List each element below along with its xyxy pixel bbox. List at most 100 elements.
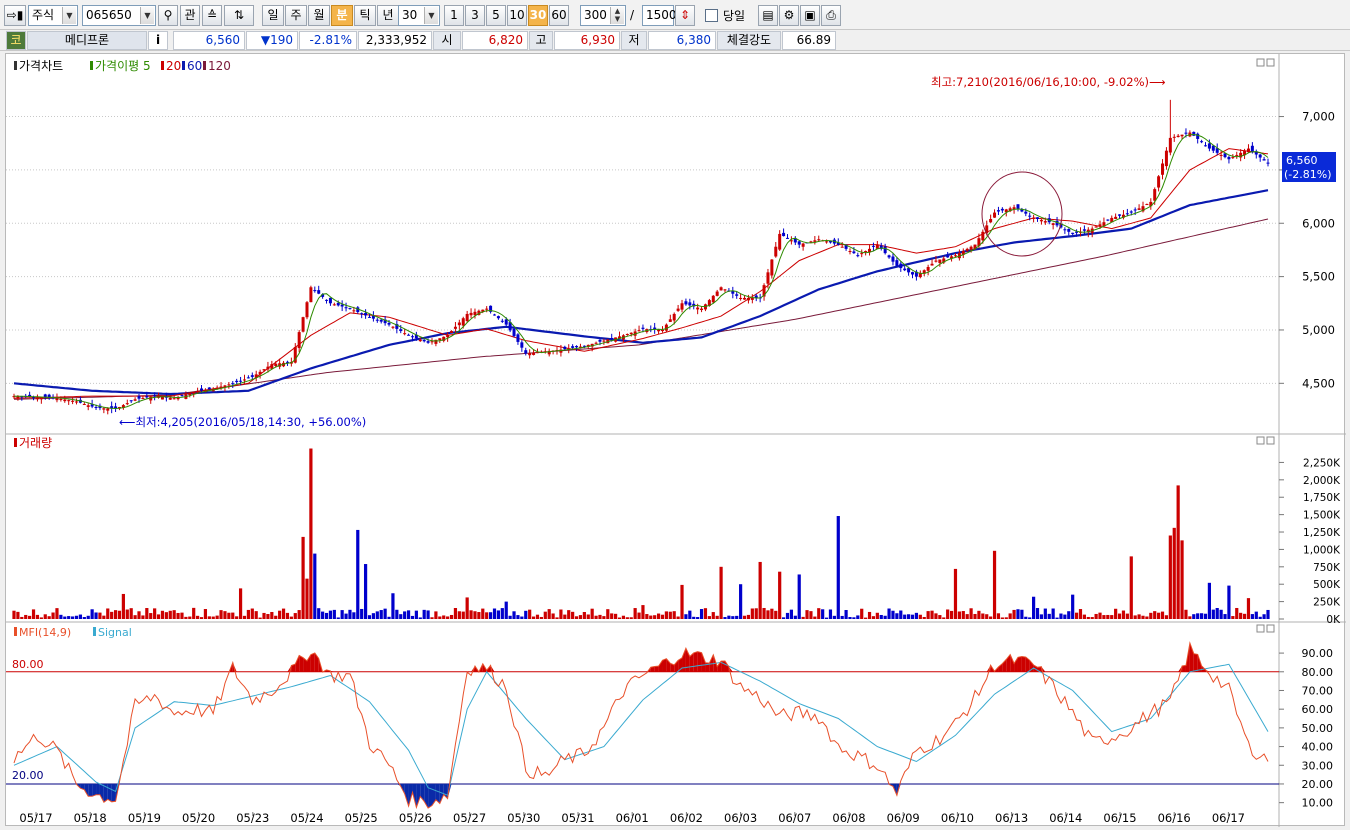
- volume-bar: [161, 611, 164, 619]
- volume-bar: [579, 615, 582, 619]
- candle: [649, 325, 652, 332]
- updown-stepper-icon[interactable]: ⇅: [224, 5, 254, 26]
- period-minute-button[interactable]: 분: [331, 5, 353, 26]
- candle-body: [317, 290, 320, 294]
- save-icon[interactable]: ▣: [800, 5, 820, 26]
- candle-body: [966, 249, 969, 251]
- maximize-icon[interactable]: [1257, 59, 1264, 66]
- candle-body: [946, 256, 949, 258]
- volume-bar: [970, 608, 973, 619]
- volume-bar: [966, 614, 969, 619]
- volume-bar: [673, 611, 676, 619]
- volume-bar: [16, 612, 19, 619]
- volume-bar: [669, 612, 672, 619]
- interval-30-button[interactable]: 30: [528, 5, 548, 26]
- candle: [1001, 207, 1004, 213]
- candle: [520, 340, 523, 352]
- candle-body: [368, 317, 371, 318]
- volume-bar: [442, 615, 445, 619]
- search-icon[interactable]: ⚲: [158, 5, 178, 26]
- candle: [782, 228, 785, 236]
- volume-bar: [290, 617, 293, 619]
- candle-body: [712, 296, 715, 303]
- interval-10-button[interactable]: 10: [507, 5, 527, 26]
- candle-body: [688, 302, 691, 305]
- chart-settings-icon[interactable]: ▤: [758, 5, 778, 26]
- close-icon[interactable]: [1267, 59, 1274, 66]
- chevron-down-icon[interactable]: ▼: [62, 7, 76, 24]
- market-select[interactable]: 주식 ▼: [28, 5, 78, 26]
- close-icon[interactable]: [1267, 437, 1274, 444]
- period-month-button[interactable]: 월: [308, 5, 330, 26]
- today-checkbox[interactable]: [705, 9, 718, 22]
- candle: [309, 286, 312, 303]
- candle-body: [235, 381, 238, 382]
- volume-bar: [1009, 613, 1012, 619]
- period-year-button[interactable]: 년: [377, 5, 399, 26]
- volume-bar: [782, 617, 785, 619]
- candle-body: [274, 364, 277, 366]
- interval-1-button[interactable]: 1: [444, 5, 464, 26]
- candle-body: [1099, 224, 1102, 226]
- candle-body: [899, 264, 902, 268]
- candle: [255, 371, 258, 382]
- volume-bar: [1165, 615, 1168, 619]
- volume-bar: [157, 614, 160, 619]
- candle: [1259, 154, 1262, 162]
- interval-3-button[interactable]: 3: [465, 5, 485, 26]
- volume-bar: [122, 594, 125, 619]
- candle: [1192, 131, 1195, 136]
- info-button[interactable]: i: [148, 31, 168, 50]
- candle: [1247, 144, 1250, 153]
- candle-body: [169, 398, 172, 400]
- chevron-down-icon[interactable]: ▼: [424, 7, 438, 24]
- stock-code-value: 065650: [86, 8, 132, 22]
- interval-select[interactable]: 30 ▼: [398, 5, 440, 26]
- display-count-stepper[interactable]: 300 ▲▼: [580, 5, 626, 26]
- maximize-icon[interactable]: [1257, 437, 1264, 444]
- chevron-down-icon[interactable]: ▼: [140, 7, 154, 24]
- candle-body: [411, 336, 414, 337]
- volume-bar: [1227, 586, 1230, 619]
- maximize-icon[interactable]: [1257, 625, 1264, 632]
- candle: [1052, 223, 1055, 230]
- print-icon[interactable]: ⎙: [821, 5, 841, 26]
- interval-5-button[interactable]: 5: [486, 5, 506, 26]
- ma5-line: [14, 135, 1268, 409]
- period-week-button[interactable]: 주: [285, 5, 307, 26]
- period-day-button[interactable]: 일: [262, 5, 284, 26]
- overbought-fill: [1018, 657, 1022, 672]
- candle-body: [75, 401, 78, 402]
- period-tick-button[interactable]: 틱: [354, 5, 376, 26]
- candle: [528, 349, 531, 358]
- x-tick-label: 06/02: [670, 811, 703, 825]
- legend-swatch: [14, 61, 17, 70]
- stock-code-input[interactable]: 065650 ▼: [82, 5, 156, 26]
- candle: [567, 344, 570, 353]
- volume-bar: [645, 614, 648, 619]
- apply-count-icon[interactable]: ⇕: [675, 5, 695, 26]
- volume-bar: [493, 609, 496, 619]
- chart-canvas[interactable]: 가격차트 가격이평 5 20 60 120 거래량 MFI(14,9) Sign…: [6, 54, 1346, 827]
- gear-icon[interactable]: ⚙: [779, 5, 799, 26]
- candle: [700, 306, 703, 312]
- candle-body: [138, 396, 141, 399]
- volume-bar: [907, 614, 910, 619]
- watch-button[interactable]: 관: [180, 5, 200, 26]
- candle: [376, 318, 379, 323]
- max-count-field[interactable]: 1500: [642, 5, 674, 26]
- volume-bar: [641, 605, 644, 619]
- spinner-icon[interactable]: ▲▼: [610, 7, 624, 24]
- candle: [325, 299, 328, 303]
- volume-bar: [1134, 615, 1137, 619]
- candle: [1138, 204, 1141, 210]
- close-icon[interactable]: [1267, 625, 1274, 632]
- candle: [1177, 134, 1180, 137]
- menu-toggle-icon[interactable]: ⇨▮: [4, 5, 26, 26]
- display-count-value: 300: [584, 8, 607, 22]
- volume-bar: [368, 615, 371, 619]
- interval-60-button[interactable]: 60: [549, 5, 569, 26]
- volume-bar: [911, 615, 914, 619]
- sort-icon[interactable]: ≙: [202, 5, 222, 26]
